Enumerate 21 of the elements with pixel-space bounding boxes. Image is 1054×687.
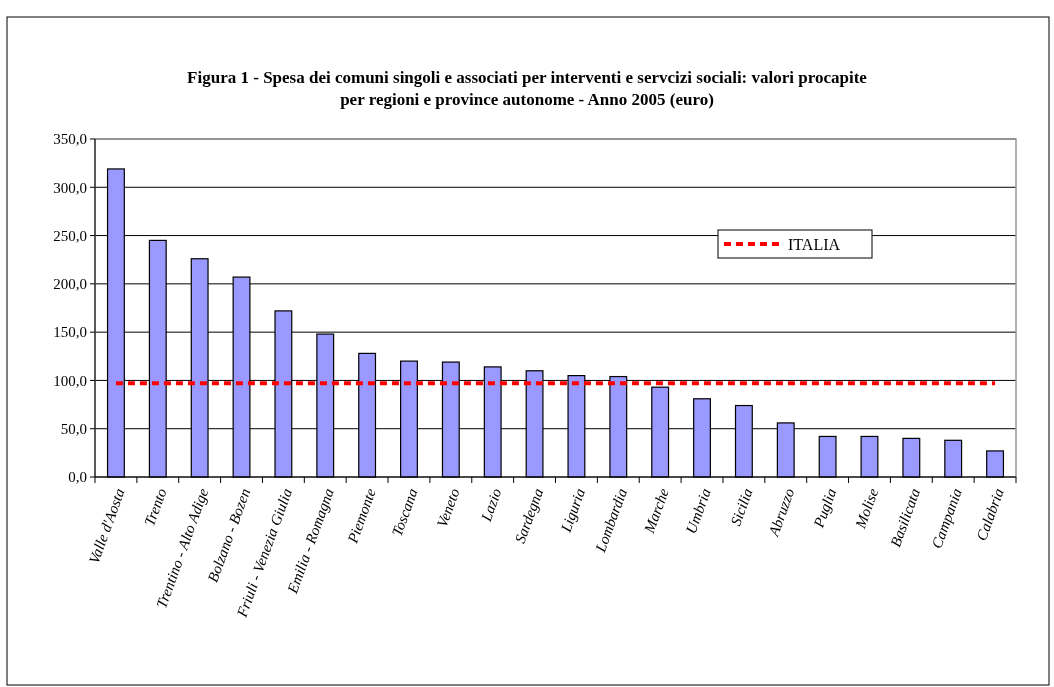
legend-label: ITALIA bbox=[788, 235, 841, 253]
x-tick-label: Veneto bbox=[433, 485, 463, 530]
x-tick-label: Molise bbox=[851, 486, 882, 532]
y-tick-label: 350,0 bbox=[53, 131, 87, 148]
x-tick-label: Lazio bbox=[477, 485, 505, 525]
x-tick-label: Marche bbox=[640, 486, 673, 537]
y-tick-label: 0,0 bbox=[68, 469, 87, 486]
y-tick-label: 300,0 bbox=[53, 179, 87, 196]
x-tick-label: Liguria bbox=[557, 486, 589, 536]
y-tick-label: 250,0 bbox=[53, 227, 87, 244]
y-tick-label: 150,0 bbox=[53, 324, 87, 341]
chart-title: Figura 1 - Spesa dei comuni singoli e associati per interventi e servcizi sociali: valori procapite per regioni e province autonome - Anno 2005 (euro) bbox=[187, 68, 868, 109]
x-tick-label: Umbria bbox=[682, 486, 714, 536]
x-tick-label: Sicilia bbox=[727, 486, 756, 528]
x-tick-label: Trento bbox=[141, 485, 170, 529]
y-tick-label: 50,0 bbox=[60, 420, 87, 437]
y-tick-label: 200,0 bbox=[53, 276, 87, 293]
x-tick-label: Abruzzo bbox=[765, 485, 798, 539]
x-tick-label: Valle d'Aosta bbox=[85, 486, 128, 566]
x-tick-label: Puglia bbox=[810, 486, 840, 531]
y-tick-label: 100,0 bbox=[53, 372, 87, 389]
